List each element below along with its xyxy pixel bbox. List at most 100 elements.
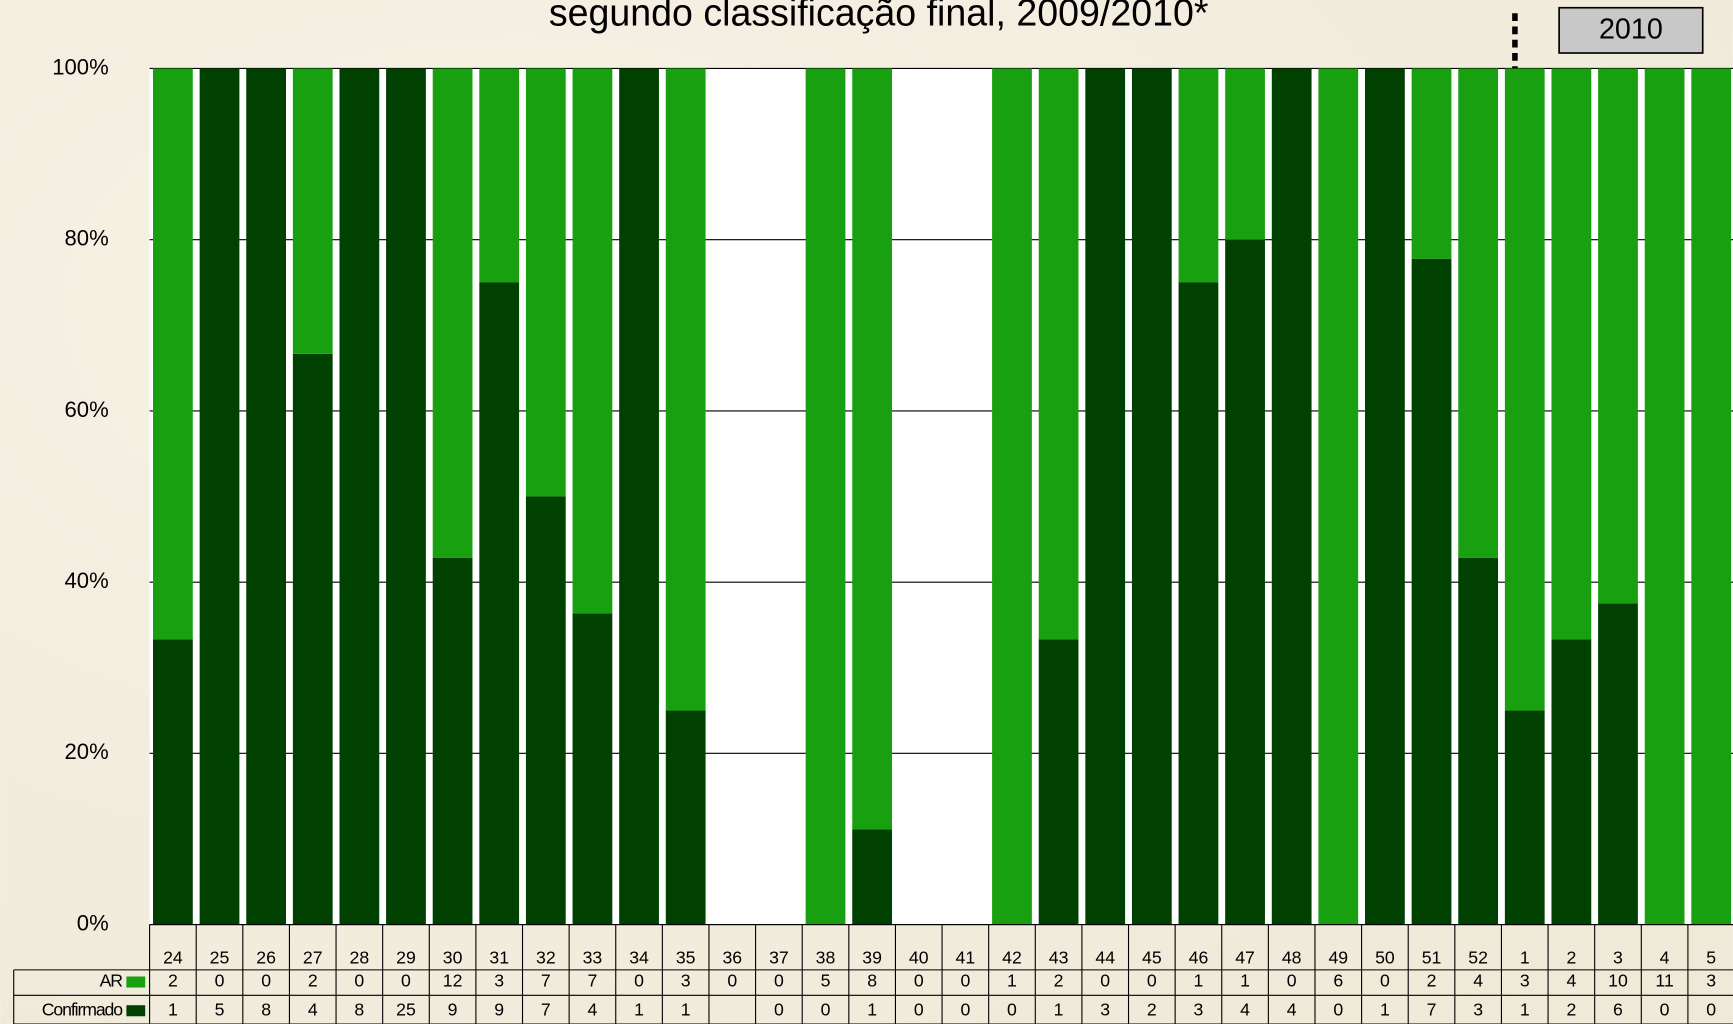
chart-title: segundo classificação final, 2009/2010*: [549, 0, 1209, 33]
table-cell: 4: [1287, 999, 1297, 1019]
bar-segment: [246, 68, 287, 925]
y-tick-label: 60%: [65, 397, 109, 422]
x-tick-label: 27: [303, 947, 323, 967]
bar-segment: [479, 68, 520, 283]
bar-segment: [525, 496, 566, 925]
table-cell: 2: [1566, 999, 1576, 1019]
table-cell: 8: [261, 999, 271, 1019]
legend-key: [126, 1005, 146, 1017]
table-cell: 0: [914, 999, 924, 1019]
bar-segment: [292, 68, 333, 354]
x-tick-label: 47: [1235, 947, 1255, 967]
bar-segment: [1598, 603, 1638, 925]
bar-segment: [665, 710, 706, 925]
bar-segment: [339, 68, 380, 925]
x-tick-label: 25: [210, 947, 230, 967]
x-tick-label: 51: [1422, 947, 1442, 967]
table-cell: 0: [774, 971, 784, 991]
table-cell: 0: [821, 999, 831, 1019]
table-cell: 8: [354, 999, 364, 1019]
y-tick-label: 40%: [65, 568, 109, 593]
table-cell: 7: [541, 999, 551, 1019]
table-cell: 1: [867, 999, 877, 1019]
table-cell: 3: [1520, 971, 1530, 991]
table-cell: 0: [1380, 971, 1390, 991]
x-tick-label: 31: [489, 947, 509, 967]
bar-segment: [619, 68, 659, 925]
x-tick-label: 5: [1706, 947, 1716, 967]
table-cell: 6: [1333, 971, 1343, 991]
x-tick-label: 37: [769, 947, 789, 967]
table-cell: 11: [1655, 971, 1673, 991]
bar-segment: [1598, 68, 1638, 604]
x-tick-label: 29: [396, 947, 416, 967]
table-cell: 6: [1613, 999, 1623, 1019]
x-tick-label: 43: [1049, 947, 1069, 967]
y-tick-label: 100%: [52, 54, 108, 79]
bar-segment: [292, 353, 333, 925]
x-tick-label: 46: [1189, 947, 1209, 967]
bar-segment: [1411, 258, 1452, 925]
table-cell: 0: [1007, 999, 1017, 1019]
table-cell: 0: [960, 999, 970, 1019]
table-cell: 0: [354, 971, 364, 991]
bar-segment: [1225, 68, 1265, 240]
table-cell: 1: [1194, 971, 1204, 991]
table-cell: 4: [1240, 999, 1250, 1019]
table-cell: 0: [1147, 971, 1157, 991]
table-cell: 8: [867, 971, 877, 991]
bar-segment: [432, 557, 473, 925]
table-cell: 2: [168, 971, 178, 991]
table-cell: 10: [1608, 971, 1628, 991]
bar-segment: [1504, 68, 1545, 711]
table-cell: 2: [308, 971, 318, 991]
bar-segment: [153, 639, 193, 925]
x-tick-label: 50: [1375, 947, 1395, 967]
bar-segment: [1271, 68, 1312, 925]
table-cell: 3: [494, 971, 504, 991]
x-tick-label: 44: [1095, 947, 1115, 967]
table-cell: 9: [448, 999, 458, 1019]
bar-segment: [1411, 68, 1452, 259]
y-tick-label: 80%: [65, 226, 109, 251]
bar-segment: [1458, 557, 1499, 925]
legend-label: AR: [100, 971, 123, 991]
table-cell: 7: [588, 971, 598, 991]
bar-segment: [852, 68, 893, 830]
table-cell: 3: [1473, 999, 1483, 1019]
table-cell: 0: [1706, 999, 1716, 1019]
x-tick-label: 34: [629, 947, 649, 967]
table-cell: 0: [914, 971, 924, 991]
table-cell: 1: [1240, 971, 1250, 991]
x-tick-label: 41: [956, 947, 976, 967]
table-cell: 0: [774, 999, 784, 1019]
table-cell: 1: [681, 999, 691, 1019]
x-tick-label: 39: [862, 947, 882, 967]
bar-segment: [1644, 68, 1685, 925]
table-cell: 7: [1427, 999, 1437, 1019]
bar-segment: [1504, 710, 1545, 925]
y-tick-label: 0%: [77, 910, 109, 935]
table-cell: 1: [1380, 999, 1390, 1019]
table-cell: 2: [1147, 999, 1157, 1019]
bar-segment: [479, 282, 520, 925]
x-tick-label: 3: [1613, 947, 1623, 967]
bar-segment: [572, 68, 613, 614]
table-cell: 1: [168, 999, 178, 1019]
x-tick-label: 28: [350, 947, 370, 967]
table-cell: 0: [1660, 999, 1670, 1019]
table-cell: 4: [588, 999, 598, 1019]
x-tick-label: 35: [676, 947, 696, 967]
table-cell: 0: [401, 971, 411, 991]
table-cell: 0: [261, 971, 271, 991]
table-cell: 3: [1706, 971, 1716, 991]
bar-segment: [1085, 68, 1126, 925]
annotation-box: [1558, 6, 1704, 54]
table-cell: 0: [960, 971, 970, 991]
bar-segment: [432, 68, 473, 558]
legend-label: Confirmado: [42, 999, 124, 1019]
x-tick-label: 42: [1002, 947, 1022, 967]
table-cell: 0: [215, 971, 225, 991]
